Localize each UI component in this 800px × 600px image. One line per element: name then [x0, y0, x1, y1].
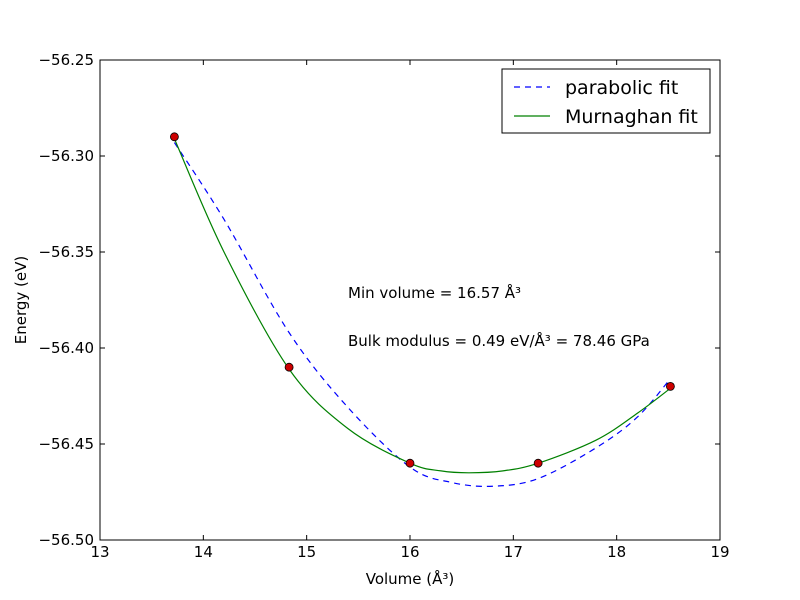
data-point [533, 458, 543, 468]
x-tick-label: 13 [90, 543, 109, 561]
y-tick-label: −56.35 [38, 243, 94, 261]
x-tick-label: 19 [710, 543, 729, 561]
series-line-murnaghan-fit [173, 138, 671, 474]
x-tick-label: 17 [504, 543, 523, 561]
annotation-text: Bulk modulus = 0.49 eV/Å³ = 78.46 GPa [348, 331, 650, 350]
annotation-text: Min volume = 16.57 Å³ [348, 283, 521, 302]
x-axis-label: Volume (Å³) [366, 569, 455, 588]
data-point [284, 362, 294, 372]
y-tick-label: −56.25 [38, 51, 94, 69]
x-tick-label: 18 [607, 543, 626, 561]
legend: parabolic fit Murnaghan fit [501, 68, 711, 134]
series-line-parabolic-fit [173, 142, 671, 487]
x-tick-label: 14 [194, 543, 213, 561]
legend-label: parabolic fit [565, 77, 678, 99]
x-tick-label: 15 [297, 543, 316, 561]
data-point [405, 458, 415, 468]
y-axis-label: Energy (eV) [12, 256, 30, 344]
legend-label: Murnaghan fit [565, 106, 698, 128]
y-tick-label: −56.30 [38, 147, 94, 165]
data-point [666, 381, 675, 391]
x-tick-label: 16 [400, 543, 419, 561]
y-tick-label: −56.45 [38, 435, 94, 453]
data-point [169, 132, 179, 142]
y-tick-label: −56.50 [38, 531, 94, 549]
annotations: Min volume = 16.57 Å³ Bulk modulus = 0.49… [348, 283, 650, 350]
y-tick-label: −56.40 [38, 339, 94, 357]
legend-box [501, 68, 711, 134]
